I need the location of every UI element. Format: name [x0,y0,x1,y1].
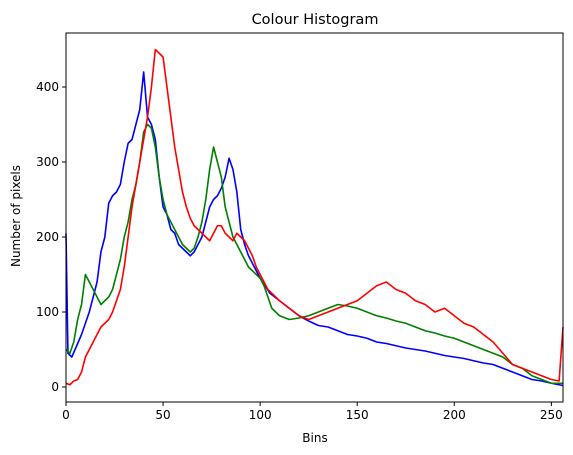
x-tick-label: 50 [155,408,170,422]
series-line-1 [65,71,564,387]
x-tick-label: 250 [540,408,563,422]
y-axis: 0 100 200 300 400 [36,80,66,394]
y-tick-label: 300 [36,155,59,169]
y-axis-label: Number of pixels [9,165,23,267]
y-tick-label: 400 [36,80,59,94]
x-tick-label: 100 [249,408,272,422]
x-tick-label: 200 [443,408,466,422]
y-tick-label: 100 [36,305,59,319]
series-line-3 [65,48,564,386]
x-axis: 0 50 100 150 200 250 [62,402,563,422]
y-tick-label: 200 [36,230,59,244]
plot-area [66,33,563,402]
y-tick-label: 0 [51,380,59,394]
series-layer [65,48,564,387]
x-tick-label: 150 [346,408,369,422]
x-axis-label: Bins [302,431,327,445]
plot-frame [65,32,564,403]
x-tick-label: 0 [62,408,70,422]
series-line-2 [65,123,563,385]
chart-title: Colour Histogram [252,12,379,28]
